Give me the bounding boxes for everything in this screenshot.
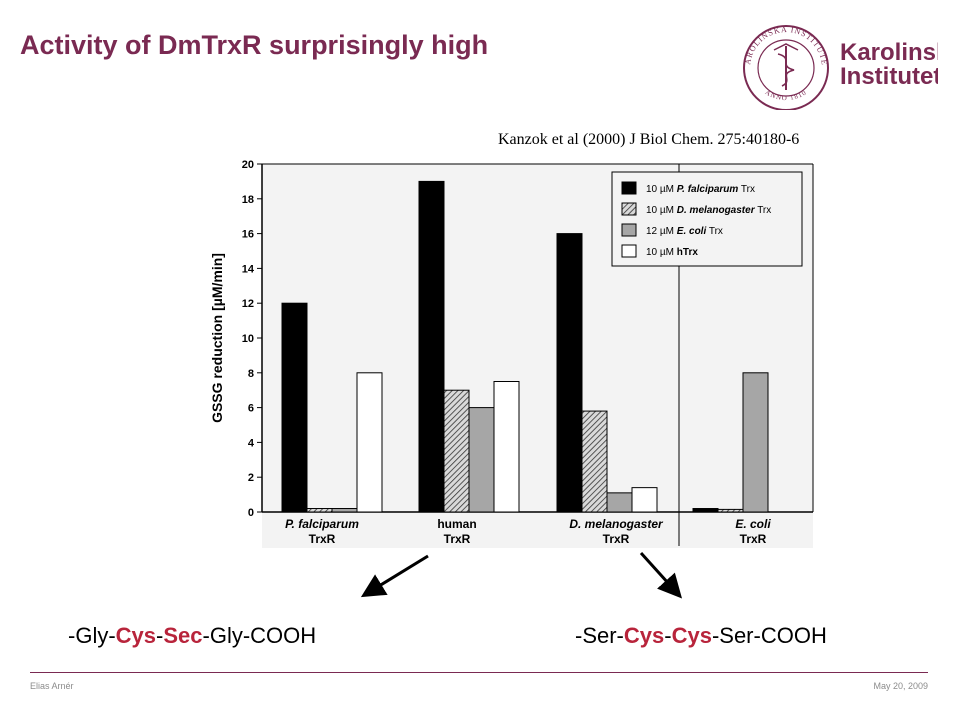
legend-entry: 12 µM E. coli Trx	[646, 226, 723, 237]
y-tick-label: 8	[248, 368, 254, 380]
gssg-reduction-bar-chart: 0 2 4 6 8 10 12 14 16 18 20 GSSG reduction [µM/min]…	[209, 159, 814, 548]
sequence-residue-highlighted: Sec	[163, 623, 203, 648]
legend-entry: 10 µM D. melanogaster Trx	[646, 205, 771, 216]
karolinska-logo: KAROLINSKA INSTITUTET ANNO 1810 Karolins…	[735, 13, 960, 111]
bar-series1-cat4	[692, 508, 719, 513]
legend-swatch	[621, 181, 637, 195]
arrow-to-human-sequence	[360, 554, 429, 598]
legend-swatch	[621, 244, 637, 258]
y-tick-label: 14	[242, 263, 255, 275]
footer-divider	[30, 672, 928, 673]
bar-series1-cat2	[418, 180, 445, 513]
y-tick-label: 0	[248, 507, 254, 519]
logo-name-line2: Institutet	[840, 63, 938, 90]
x-category-label: D. melanogaster TrxR	[569, 517, 664, 546]
bar-series3-cat1	[331, 508, 358, 513]
footer-date: May 20, 2009	[873, 681, 928, 691]
bar-series4-cat2	[493, 381, 520, 513]
sequence-residue-highlighted: Cys	[115, 623, 157, 648]
human-trxr-c-terminal-sequence: -Gly-Cys-Sec-Gly-COOH	[68, 623, 316, 649]
sequence-residue-highlighted: Cys	[671, 623, 712, 648]
y-tick-label: 16	[242, 229, 254, 241]
bar-series2-cat2	[443, 389, 470, 513]
bar-series1-cat3	[556, 233, 583, 513]
bar-series3-cat2	[468, 407, 495, 513]
legend-swatch	[621, 223, 637, 237]
sequence-segment: -Gly-	[68, 623, 116, 648]
y-tick-label: 6	[248, 403, 254, 415]
sequence-segment: -	[664, 623, 672, 648]
y-tick-label: 18	[242, 194, 254, 206]
legend-swatch	[621, 202, 637, 216]
y-tick-label: 2	[248, 472, 254, 484]
footer-author: Elias Arnér	[30, 681, 74, 691]
karolinska-seal-icon: KAROLINSKA INSTITUTET ANNO 1810 Karolins…	[735, 13, 960, 111]
legend-entry: 10 µM hTrx	[646, 247, 698, 258]
y-tick-label: 4	[248, 437, 255, 449]
sequence-segment: -Ser-COOH	[711, 623, 827, 648]
logo-name-line1: Karolinska	[840, 39, 938, 66]
bar-series4-cat3	[631, 487, 658, 513]
bar-series3-cat3	[606, 492, 633, 513]
x-category-label: P. falciparum TrxR	[285, 517, 359, 546]
y-axis-label: GSSG reduction [µM/min]	[209, 253, 225, 423]
y-tick-label: 12	[242, 298, 254, 310]
y-tick-label: 10	[242, 333, 254, 345]
sequence-segment: -	[156, 623, 164, 648]
arrow-to-dm-sequence	[639, 551, 683, 599]
bar-series4-cat1	[356, 372, 383, 513]
slide-title: Activity of DmTrxR surprisingly high	[20, 30, 489, 60]
bar-series3-cat4	[742, 372, 769, 513]
bar-series2-cat4	[717, 508, 744, 513]
sequence-residue-highlighted: Cys	[623, 623, 665, 648]
y-tick-label: 20	[242, 159, 254, 171]
bar-series1-cat1	[281, 302, 308, 513]
x-category-label: human TrxR	[437, 517, 476, 546]
dm-trxr-c-terminal-sequence: -Ser-Cys-Cys-Ser-COOH	[575, 623, 827, 649]
sequence-segment: -Gly-COOH	[202, 623, 317, 648]
legend-box	[611, 171, 803, 267]
legend-entry: 10 µM P. falciparum Trx	[646, 184, 755, 195]
citation: Kanzok et al (2000) J Biol Chem. 275:401…	[498, 131, 800, 148]
bar-series2-cat1	[306, 508, 333, 513]
bar-series2-cat3	[581, 410, 608, 513]
x-category-label: E. coli TrxR	[735, 517, 771, 546]
sequence-segment: -Ser-	[575, 623, 624, 648]
svg-text:ANNO 1810: ANNO 1810	[764, 88, 808, 102]
